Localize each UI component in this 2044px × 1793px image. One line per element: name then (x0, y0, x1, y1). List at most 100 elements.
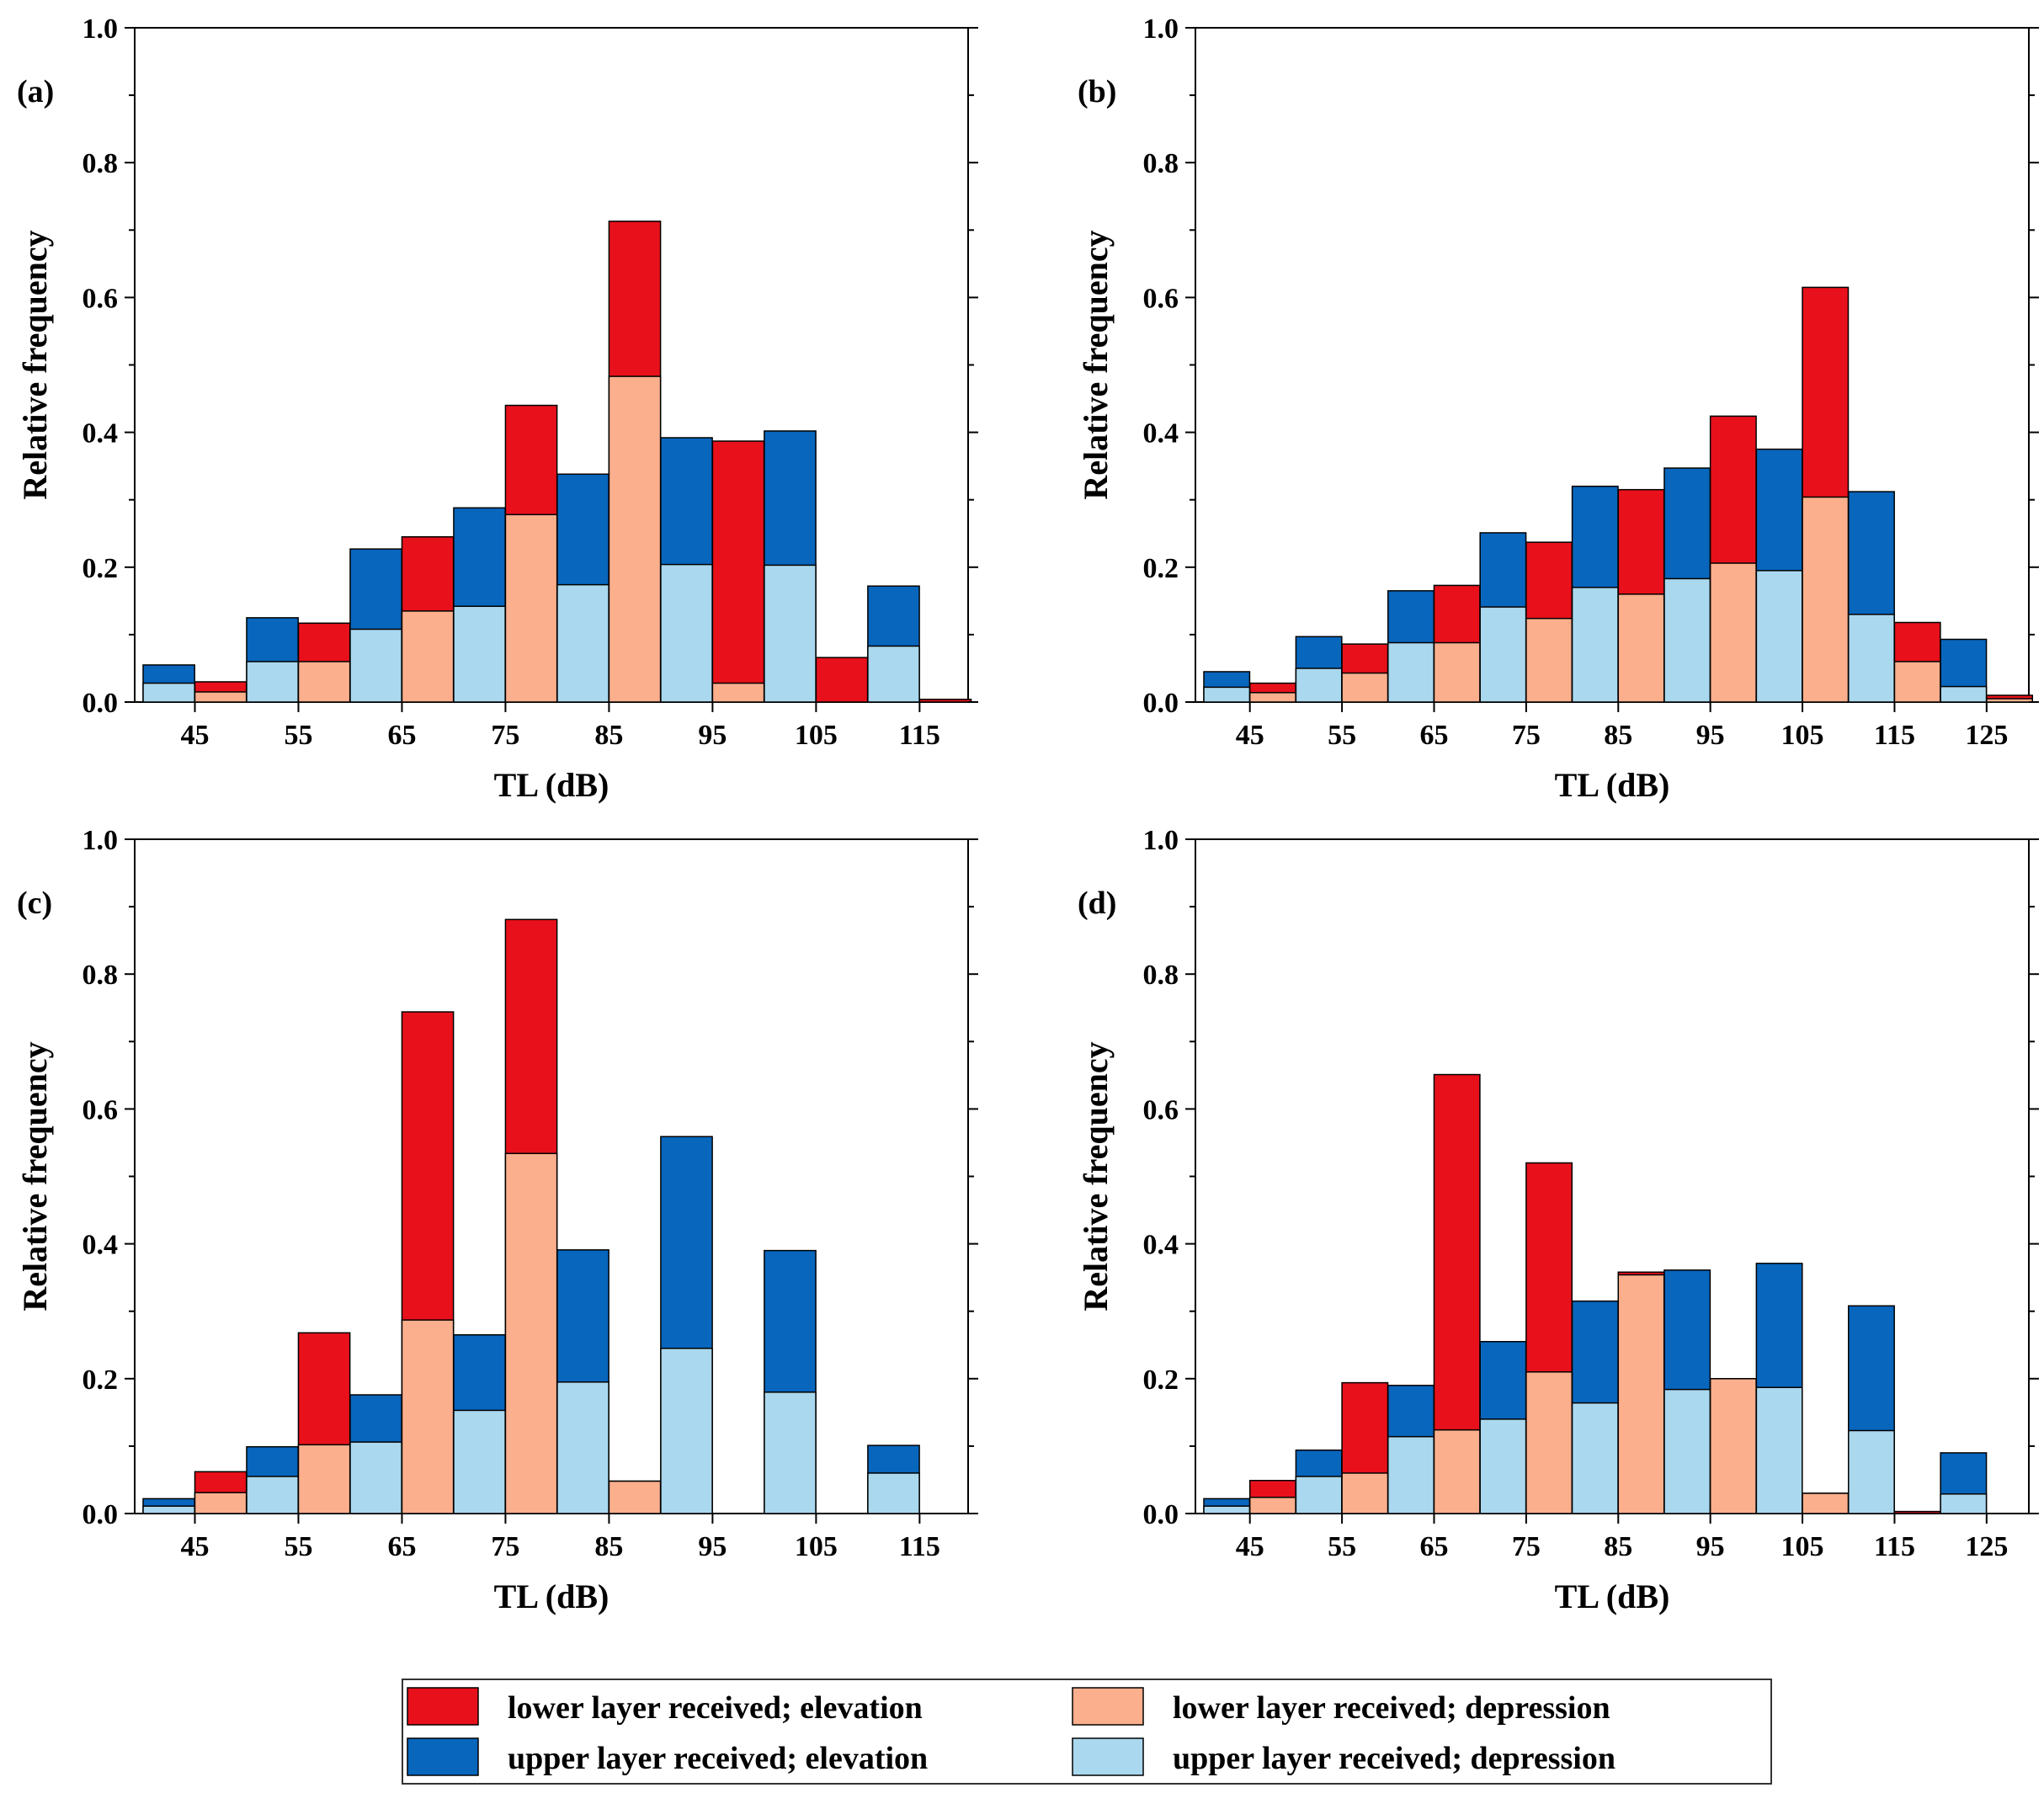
x-tick-label: 65 (387, 1531, 416, 1562)
bar-lower-depression (711, 682, 765, 703)
bar-upper-depression (1847, 614, 1895, 703)
x-tick-label: 45 (180, 1531, 209, 1562)
x-tick-label: 115 (1874, 1531, 1915, 1562)
bar-upper-depression (142, 1505, 195, 1514)
y-tick-label: 0.8 (83, 148, 119, 179)
panel-d: 45 55 65 75 85 95 105 115 125 0.0 0.2 0.4 0.6 0.8 1.0 T… (1077, 825, 2039, 1615)
bar-upper-depression (246, 1476, 299, 1514)
bar-upper-depression (867, 1472, 920, 1514)
legend-swatch-lower-elevation (407, 1687, 479, 1726)
x-tick-label: 75 (491, 1531, 519, 1562)
x-tick-label: 55 (284, 1531, 312, 1562)
x-tick-label: 95 (1696, 1531, 1725, 1562)
bar-upper-depression (1295, 668, 1343, 703)
panel-c: 45 55 65 75 85 95 105 115 0.0 0.2 0.4 0.6 0.8 1.0 TL (… (16, 825, 978, 1615)
legend-swatch-upper-elevation (407, 1737, 479, 1776)
x-tick-label: 95 (1696, 720, 1725, 751)
bar-lower-depression (504, 1152, 558, 1514)
bar-upper-depression (453, 1409, 506, 1514)
bar-lower-depression (1617, 593, 1665, 703)
legend-label-lower-elevation: lower layer received; elevation (508, 1690, 923, 1726)
bar-upper-depression (1663, 1388, 1711, 1514)
bar-upper-depression (1847, 1429, 1895, 1514)
y-tick-label: 1.0 (83, 13, 119, 45)
bar-upper-depression (1571, 1402, 1619, 1514)
y-axis-title: Relative frequency (1077, 230, 1115, 499)
x-tick-label: 65 (1419, 720, 1448, 751)
x-tick-label: 85 (1604, 1531, 1632, 1562)
bar-upper-depression (1387, 641, 1435, 703)
bar-lower-depression (1709, 1378, 1757, 1514)
bar-lower-depression (1248, 1497, 1296, 1514)
y-tick-label: 0.2 (83, 1365, 119, 1396)
bar-upper-depression (1940, 685, 1988, 703)
y-tick-label: 0.4 (1143, 418, 1179, 450)
x-tick-label: 55 (1328, 1531, 1356, 1562)
legend-label-upper-depression: upper layer received; depression (1173, 1741, 1616, 1776)
bar-upper-depression (660, 1348, 713, 1514)
y-axis-title: Relative frequency (16, 1041, 54, 1311)
x-tick-label: 45 (180, 720, 209, 751)
bar-lower-depression (1617, 1274, 1665, 1514)
bar-lower-depression (1341, 672, 1389, 703)
x-tick-label: 65 (387, 720, 416, 751)
y-axis-title: Relative frequency (1077, 1041, 1115, 1311)
x-tick-label: 45 (1236, 720, 1264, 751)
bar-upper-depression (1387, 1435, 1435, 1514)
x-tick-label: 125 (1965, 1531, 2008, 1562)
bar-lower-depression (401, 1319, 455, 1514)
y-tick-label: 0.6 (83, 1094, 119, 1125)
y-tick-label: 1.0 (1143, 825, 1179, 856)
y-tick-label: 0.6 (1143, 283, 1179, 314)
bar-lower-depression (608, 1480, 662, 1514)
bar-upper-depression (453, 605, 506, 703)
bar-lower-depression (1802, 1492, 1850, 1514)
y-tick-label: 0.0 (1143, 688, 1179, 719)
bar-lower-elevation (918, 699, 972, 703)
bar-lower-depression (1709, 562, 1757, 703)
x-axis-title: TL (dB) (1555, 1578, 1670, 1615)
bar-upper-depression (1940, 1493, 1988, 1514)
x-tick-label: 105 (1781, 720, 1824, 751)
bar-upper-depression (1479, 606, 1527, 703)
y-tick-label: 0.2 (1143, 1365, 1179, 1396)
panel-label: (b) (1078, 74, 1116, 109)
x-tick-label: 95 (698, 720, 727, 751)
bar-upper-depression (556, 583, 609, 703)
x-tick-label: 115 (899, 1531, 940, 1562)
panel-label: (a) (17, 74, 54, 109)
x-tick-label: 115 (1874, 720, 1915, 751)
bar-upper-depression (1479, 1418, 1527, 1514)
bar-lower-depression (1802, 496, 1850, 703)
bar-lower-depression (194, 1492, 248, 1514)
x-tick-label: 55 (1328, 720, 1356, 751)
bar-upper-depression (349, 1441, 402, 1514)
x-tick-label: 85 (594, 720, 623, 751)
bar-lower-depression (1986, 698, 2034, 703)
x-tick-label: 45 (1236, 1531, 1264, 1562)
bar-lower-elevation (1893, 1510, 1941, 1514)
panel-label: (d) (1078, 886, 1116, 921)
y-tick-label: 0.4 (1143, 1230, 1179, 1261)
y-tick-label: 0.6 (1143, 1094, 1179, 1125)
x-axis-title: TL (dB) (1555, 766, 1670, 804)
bar-upper-depression (1755, 570, 1803, 703)
y-axis-title: Relative frequency (16, 230, 54, 499)
legend-label-lower-depression: lower layer received; depression (1173, 1690, 1610, 1726)
x-axis-title: TL (dB) (494, 1578, 609, 1615)
y-tick-label: 0.0 (83, 688, 119, 719)
legend-label-upper-elevation: upper layer received; elevation (508, 1741, 928, 1776)
y-tick-label: 0.0 (1143, 1499, 1179, 1530)
x-tick-label: 75 (491, 720, 519, 751)
x-tick-label: 75 (1512, 720, 1541, 751)
legend: lower layer received; elevation lower la… (402, 1679, 1772, 1785)
panel-label: (c) (17, 886, 52, 921)
bar-upper-depression (1203, 686, 1251, 703)
bar-lower-depression (194, 691, 248, 703)
bar-upper-depression (1755, 1386, 1803, 1514)
bar-upper-depression (867, 645, 920, 703)
bar-lower-depression (1525, 617, 1573, 703)
y-tick-label: 0.4 (83, 1230, 119, 1261)
